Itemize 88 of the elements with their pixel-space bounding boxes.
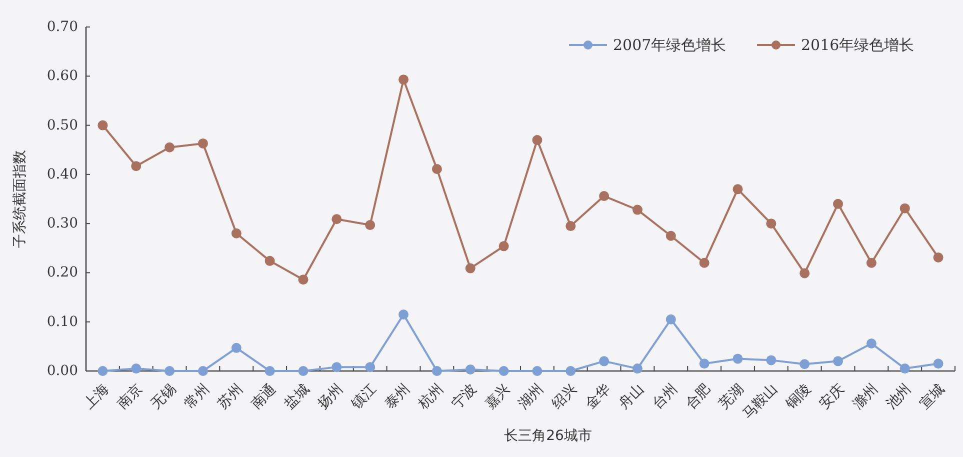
x-tick-label: 绍兴 bbox=[549, 381, 580, 412]
y-tick-label: 0.30 bbox=[46, 216, 78, 232]
y-tick-label: 0.10 bbox=[46, 314, 78, 330]
x-tick-label: 湖州 bbox=[516, 381, 547, 412]
point bbox=[231, 228, 242, 238]
x-tick-label: 合肥 bbox=[682, 381, 714, 412]
point bbox=[164, 142, 175, 152]
point bbox=[98, 120, 108, 130]
point bbox=[666, 314, 676, 324]
point bbox=[264, 256, 275, 266]
point bbox=[332, 214, 342, 224]
point bbox=[164, 366, 175, 376]
x-tick-label: 扬州 bbox=[315, 381, 346, 412]
point bbox=[365, 362, 376, 372]
x-tick-label: 南通 bbox=[248, 381, 280, 412]
x-axis-title: 长三角26城市 bbox=[504, 428, 592, 444]
point bbox=[131, 364, 142, 374]
point bbox=[566, 221, 576, 232]
point bbox=[933, 252, 944, 262]
x-tick-label: 杭州 bbox=[414, 381, 447, 414]
point bbox=[866, 338, 876, 348]
x-tick-label: 上海 bbox=[81, 381, 112, 412]
point bbox=[532, 135, 542, 146]
y-tick-label: 0.50 bbox=[46, 117, 78, 134]
point bbox=[432, 366, 442, 376]
x-tick-label: 金华 bbox=[582, 381, 614, 412]
x-tick-label: 宁波 bbox=[448, 381, 480, 412]
point bbox=[131, 161, 142, 172]
point bbox=[465, 364, 476, 375]
y-tick-label: 0.70 bbox=[46, 19, 78, 35]
x-tick-label: 南京 bbox=[114, 381, 146, 412]
point bbox=[632, 204, 642, 215]
point bbox=[632, 364, 642, 374]
point bbox=[800, 268, 810, 278]
point bbox=[900, 364, 910, 374]
y-tick-label: 0.60 bbox=[46, 68, 78, 84]
x-tick-label: 铜陵 bbox=[782, 381, 814, 414]
x-tick-label: 无锡 bbox=[148, 381, 180, 412]
point bbox=[766, 355, 776, 366]
point bbox=[933, 358, 944, 369]
point bbox=[398, 309, 409, 320]
point bbox=[98, 366, 108, 376]
point bbox=[599, 191, 610, 202]
x-tick-label: 宣城 bbox=[916, 381, 948, 412]
point bbox=[800, 359, 810, 370]
point bbox=[699, 358, 710, 369]
x-tick-label: 嘉兴 bbox=[482, 381, 514, 412]
point bbox=[566, 366, 576, 376]
x-tick-label: 盐城 bbox=[282, 381, 313, 412]
legend-label: 2016年绿色增长 bbox=[801, 36, 914, 54]
point bbox=[498, 366, 509, 376]
point bbox=[699, 258, 710, 268]
point bbox=[198, 366, 208, 376]
point bbox=[231, 342, 242, 353]
y-tick-label: 0.00 bbox=[46, 363, 78, 379]
x-tick-label: 台州 bbox=[649, 381, 681, 412]
point bbox=[432, 164, 442, 174]
point bbox=[365, 220, 376, 230]
point bbox=[666, 230, 676, 241]
x-tick-label: 镇江 bbox=[348, 381, 380, 414]
point bbox=[498, 241, 509, 252]
point bbox=[900, 203, 910, 214]
point bbox=[866, 258, 876, 268]
point bbox=[198, 138, 208, 148]
point bbox=[833, 356, 844, 366]
point bbox=[599, 356, 610, 366]
point bbox=[833, 198, 844, 209]
legend-label: 2007年绿色增长 bbox=[613, 36, 726, 54]
point bbox=[264, 366, 275, 376]
y-tick-label: 0.40 bbox=[46, 166, 78, 182]
x-tick-label: 常州 bbox=[181, 381, 213, 412]
point bbox=[398, 74, 409, 85]
x-tick-label: 舟山 bbox=[616, 381, 648, 412]
point bbox=[298, 366, 308, 376]
point bbox=[465, 263, 476, 274]
y-tick-label: 0.20 bbox=[46, 264, 78, 281]
point bbox=[732, 184, 743, 194]
x-tick-label: 苏州 bbox=[214, 381, 246, 412]
x-tick-label: 池州 bbox=[883, 381, 914, 412]
point bbox=[766, 218, 776, 229]
x-tick-label: 泰州 bbox=[382, 381, 414, 412]
point bbox=[298, 274, 308, 285]
x-tick-label: 安庆 bbox=[816, 381, 848, 412]
point bbox=[732, 354, 743, 364]
point bbox=[532, 366, 542, 376]
y-axis-title: 子系统截面指数 bbox=[12, 150, 28, 248]
point bbox=[332, 362, 342, 372]
x-tick-label: 滁州 bbox=[850, 381, 882, 412]
